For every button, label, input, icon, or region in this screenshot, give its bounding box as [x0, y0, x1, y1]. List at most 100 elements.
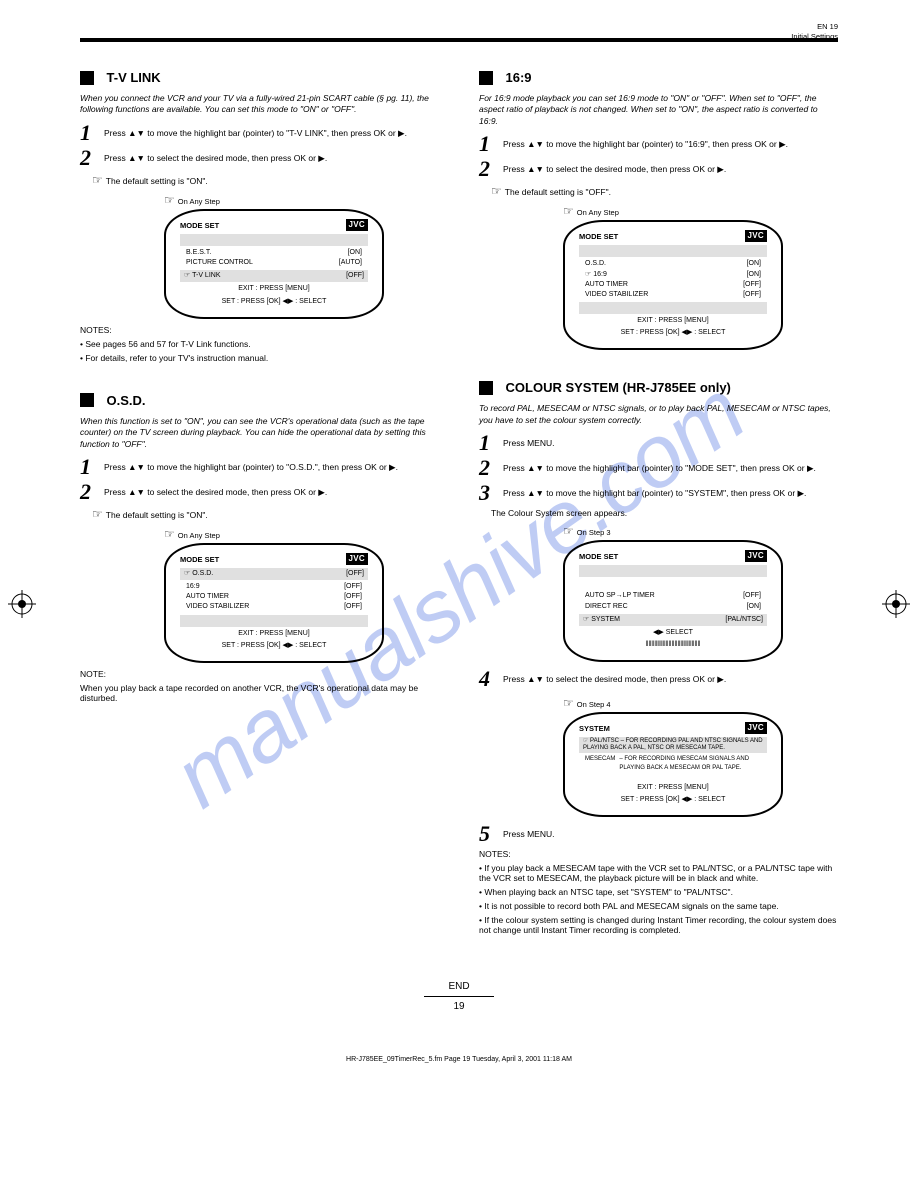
step-num: 1	[80, 122, 104, 144]
step-num: 2	[479, 457, 503, 479]
note-line: • For details, refer to your TV's instru…	[80, 353, 439, 363]
row-val: [ON]	[747, 259, 761, 269]
osd-screen-169: JVC MODE SET O.S.D.[ON] ☞ 16:9[ON] AUTO …	[563, 220, 783, 350]
step-text: Press ▲▼ to select the desired mode, the…	[104, 147, 327, 164]
row-val: [OFF]	[344, 602, 362, 612]
row-label: ☞ 16:9	[585, 270, 607, 280]
row-label: AUTO TIMER	[585, 280, 628, 290]
body-tvlink: When you connect the VCR and your TV via…	[80, 93, 439, 116]
screen-foot: EXIT : PRESS [MENU]	[579, 316, 767, 326]
section-title-169: 16:9	[506, 70, 532, 85]
body-osd: When this function is set to "ON", you c…	[80, 416, 439, 450]
screen-foot: ‖‖‖‖‖‖‖‖‖‖‖‖‖‖‖‖‖‖‖	[579, 640, 767, 650]
osd-screen-tvlink: JVC MODE SET B.E.S.T.[ON] PICTURE CONTRO…	[164, 209, 384, 319]
step-text: Press ▲▼ to move the highlight bar (poin…	[503, 482, 806, 499]
step-text: Press ▲▼ to move the highlight bar (poin…	[503, 457, 816, 474]
screen-shade	[579, 565, 767, 577]
step-text: Press ▲▼ to move the highlight bar (poin…	[104, 122, 407, 139]
row-label: O.S.D.	[585, 259, 606, 269]
notes-heading: NOTES:	[80, 325, 439, 335]
row-label: PICTURE CONTROL	[186, 258, 253, 268]
jvc-logo: JVC	[745, 722, 767, 734]
row-val: [OFF]	[743, 591, 761, 601]
default-note: The default setting is "ON".	[106, 176, 208, 186]
section-header: Initial Settings	[791, 32, 838, 41]
pointer-icon: ☞	[92, 507, 103, 521]
default-note: The default setting is "ON".	[106, 510, 208, 520]
row-val: [AUTO]	[339, 258, 362, 268]
row-label: VIDEO STABILIZER	[585, 290, 648, 300]
footer-rule	[424, 996, 494, 998]
row-label: AUTO TIMER	[186, 592, 229, 602]
note-line: • When playing back an NTSC tape, set "S…	[479, 887, 838, 897]
screen-step: On Any Step	[178, 197, 220, 206]
row-label: 16:9	[186, 582, 200, 592]
footer-page: 19	[80, 1001, 838, 1012]
screen-foot: EXIT : PRESS [MENU]	[180, 284, 368, 294]
default-note: The default setting is "OFF".	[505, 187, 611, 197]
row-val: – FOR RECORDING MESECAM SIGNALS AND PLAY…	[615, 755, 761, 772]
note-line: • If the colour system setting is change…	[479, 915, 838, 935]
screen-foot: EXIT : PRESS [MENU]	[579, 783, 767, 793]
note-line: • If you play back a MESECAM tape with t…	[479, 863, 838, 883]
footer-file: HR-J785EE_09TimerRec_5.fm Page 19 Tuesda…	[80, 1056, 838, 1063]
row-val: [OFF]	[346, 271, 364, 281]
section-title-colour: COLOUR SYSTEM (HR-J785EE only)	[506, 380, 731, 395]
row-label: DIRECT REC	[585, 602, 628, 612]
pointer-icon: ☞	[92, 173, 103, 187]
body-169: For 16:9 mode playback you can set 16:9 …	[479, 93, 838, 127]
bullet-icon	[80, 71, 94, 85]
screen-foot: EXIT : PRESS [MENU]	[180, 629, 368, 639]
pointer-icon: ☞	[164, 193, 175, 207]
osd-screen-osd: JVC MODE SET ☞ O.S.D.[OFF] 16:9[OFF] AUT…	[164, 543, 384, 663]
screen-foot: SET : PRESS [OK] ◀▶ : SELECT	[579, 795, 767, 805]
screen-shade: ☞ T-V LINK [OFF]	[180, 270, 368, 282]
pointer-icon: ☞	[164, 527, 175, 541]
screen-title: MODE SET	[579, 552, 767, 563]
step-text: Press ▲▼ to move the highlight bar (poin…	[104, 456, 398, 473]
screen-shade: ☞ O.S.D. [OFF]	[180, 568, 368, 580]
step-num: 1	[80, 456, 104, 478]
jvc-logo: JVC	[745, 230, 767, 242]
screen-shade: ☞ SYSTEM[PAL/NTSC]	[579, 614, 767, 626]
section-title-osd: O.S.D.	[107, 393, 146, 408]
screen-title: MODE SET	[579, 232, 767, 243]
step-text: Press MENU.	[503, 823, 554, 840]
jvc-logo: JVC	[346, 553, 368, 565]
step-num: 1	[479, 133, 503, 155]
screen-foot: SET : PRESS [OK] ◀▶ : SELECT	[180, 297, 368, 307]
section-title-tvlink: T-V LINK	[107, 70, 161, 85]
page-footer: END 19 HR-J785EE_09TimerRec_5.fm Page 19…	[80, 981, 838, 1064]
row-val: [OFF]	[743, 280, 761, 290]
row-label: B.E.S.T.	[186, 248, 211, 258]
screen-shade	[180, 234, 368, 246]
screen-title: SYSTEM	[579, 724, 767, 735]
screen-shade	[579, 302, 767, 314]
row-val: [ON]	[348, 248, 362, 258]
step-num: 3	[479, 482, 503, 504]
row-label: ☞ SYSTEM	[583, 615, 620, 625]
step-num: 5	[479, 823, 503, 845]
screen-step: On Step 4	[577, 700, 611, 709]
row-val: [OFF]	[743, 290, 761, 300]
step-text: Press ▲▼ to select the desired mode, the…	[104, 481, 327, 498]
row-label: ☞ O.S.D.	[184, 569, 213, 579]
row-label: VIDEO STABILIZER	[186, 602, 249, 612]
screen-step: On Step 3	[577, 528, 611, 537]
row-label: AUTO SP→LP TIMER	[585, 591, 655, 601]
screen-foot: ◀▶ SELECT	[579, 628, 767, 638]
bullet-icon	[479, 381, 493, 395]
pointer-icon: ☞	[563, 524, 574, 538]
row-val: [OFF]	[344, 582, 362, 592]
page: EN 19 Initial Settings T-V LINK When you…	[0, 0, 918, 1188]
bullet-icon	[479, 71, 493, 85]
row-val: [OFF]	[346, 569, 364, 579]
row-val: [OFF]	[344, 592, 362, 602]
osd-screen-system-2: JVC SYSTEM ☞ PAL/NTSC – FOR RECORDING PA…	[563, 712, 783, 817]
notes-heading: NOTES:	[479, 849, 838, 859]
step-num: 2	[479, 158, 503, 180]
row-label: ☞ T-V LINK	[184, 271, 221, 281]
bullet-icon	[80, 393, 94, 407]
row-label: MESECAM	[585, 755, 615, 772]
step-text: Press ▲▼ to select the desired mode, the…	[503, 668, 726, 685]
